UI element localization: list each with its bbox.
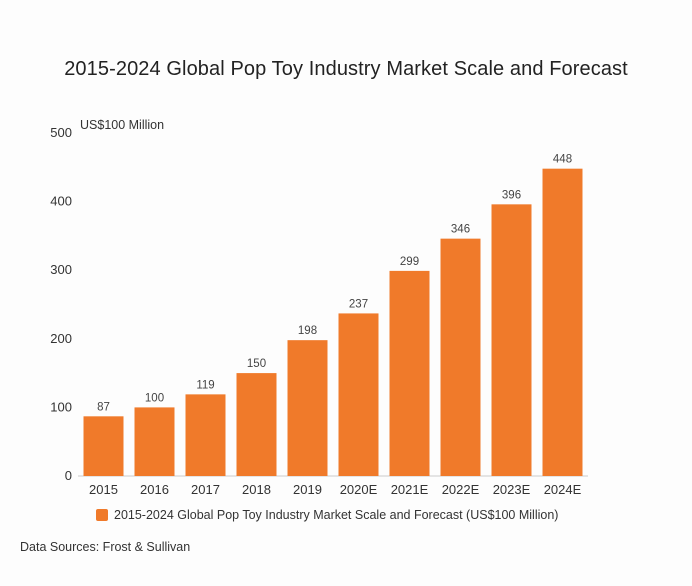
y-tick-label: 0 bbox=[65, 468, 72, 483]
legend-label: 2015-2024 Global Pop Toy Industry Market… bbox=[114, 508, 559, 522]
data-label: 346 bbox=[451, 224, 470, 236]
data-label: 198 bbox=[298, 325, 317, 337]
bar-2019 bbox=[287, 340, 328, 476]
data-label: 448 bbox=[553, 154, 572, 166]
x-tick-label: 2018 bbox=[242, 482, 271, 497]
bar-2017 bbox=[185, 394, 226, 476]
data-label: 87 bbox=[97, 401, 110, 413]
y-tick-label: 300 bbox=[50, 262, 72, 277]
data-labels: 87 100 119 150 198 237 299 346 396 448 bbox=[97, 154, 572, 414]
y-tick-label: 400 bbox=[50, 194, 72, 209]
x-tick-label: 2015 bbox=[89, 482, 118, 497]
y-tick-label: 100 bbox=[50, 399, 72, 414]
bar-2018 bbox=[236, 373, 277, 476]
chart-title: 2015-2024 Global Pop Toy Industry Market… bbox=[64, 58, 628, 80]
bar-2020E bbox=[338, 313, 379, 476]
data-label: 237 bbox=[349, 298, 368, 310]
x-tick-label: 2022E bbox=[442, 482, 480, 497]
bar-2023E bbox=[491, 204, 532, 476]
data-label: 119 bbox=[196, 379, 214, 391]
x-tick-label: 2023E bbox=[493, 482, 531, 497]
data-label: 396 bbox=[502, 189, 521, 201]
x-tick-label: 2021E bbox=[391, 482, 429, 497]
y-axis-unit-label: US$100 Million bbox=[80, 118, 164, 132]
legend: 2015-2024 Global Pop Toy Industry Market… bbox=[96, 506, 558, 524]
bar-2022E bbox=[440, 238, 481, 476]
bar-2024E bbox=[542, 168, 583, 476]
x-axis-ticks: 2015 2016 2017 2018 2019 2020E 2021E 2022E 2023E… bbox=[89, 482, 582, 497]
y-tick-label: 500 bbox=[50, 125, 72, 140]
data-source-note: Data Sources: Frost & Sullivan bbox=[20, 540, 191, 554]
bar-2016 bbox=[134, 407, 175, 476]
data-label: 150 bbox=[247, 358, 266, 370]
y-tick-label: 200 bbox=[50, 331, 72, 346]
data-label: 299 bbox=[400, 256, 419, 268]
x-tick-label: 2020E bbox=[340, 482, 378, 497]
legend-swatch bbox=[96, 509, 108, 521]
data-label: 100 bbox=[145, 392, 164, 404]
x-tick-label: 2024E bbox=[544, 482, 582, 497]
bar-2021E bbox=[389, 270, 430, 476]
bar-series bbox=[83, 168, 583, 476]
y-axis-ticks: 0 100 200 300 400 500 bbox=[50, 125, 72, 483]
x-tick-label: 2019 bbox=[293, 482, 322, 497]
x-tick-label: 2017 bbox=[191, 482, 220, 497]
x-tick-label: 2016 bbox=[140, 482, 169, 497]
bar-2015 bbox=[83, 416, 124, 476]
